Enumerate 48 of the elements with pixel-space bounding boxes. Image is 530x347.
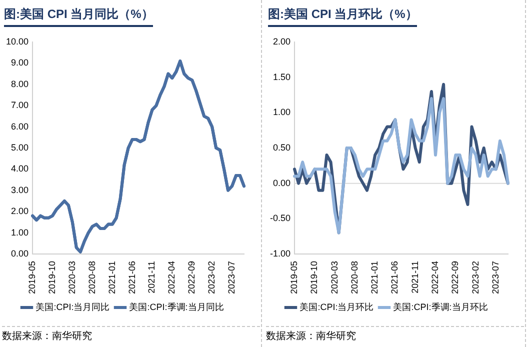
x-tick-label: 2021-11 (410, 260, 420, 294)
y-tick-label: 1.50 (272, 72, 291, 82)
source-note: 数据来源：南华研究 (2, 326, 260, 343)
x-tick-label: 2023-02 (206, 260, 217, 294)
y-tick-label: 0.00 (10, 248, 29, 258)
x-tick-label: 2020-03 (329, 260, 340, 294)
x-tick-label: 2021-01 (106, 260, 117, 294)
y-tick-label: 5.00 (10, 142, 29, 152)
legend-label: 美国:CPI:季调:当月环比 (393, 302, 488, 312)
y-tick-label: 2.00 (10, 206, 29, 216)
y-tick-label: 0.00 (272, 178, 291, 188)
x-tick-label: 2020-03 (66, 260, 77, 294)
y-tick-label: 7.00 (10, 100, 29, 110)
y-tick-label: -1.00 (270, 248, 291, 258)
x-tick-label: 2022-09 (186, 260, 197, 294)
y-tick-label: 2.00 (272, 36, 291, 46)
y-tick-label: 9.00 (10, 58, 29, 68)
x-tick-label: 2023-02 (470, 260, 480, 294)
x-tick-label: 2021-06 (390, 260, 400, 294)
x-tick-label: 2023-07 (490, 260, 500, 294)
chart-title: 图:美国 CPI 当月同比（%） (4, 6, 154, 27)
legend-label: 美国:CPI:当月同比 (36, 302, 110, 312)
source-note: 数据来源：南华研究 (266, 326, 524, 343)
x-tick-label: 2022-09 (450, 260, 460, 294)
y-tick-label: 8.00 (10, 78, 29, 89)
x-tick-label: 2022-04 (430, 260, 440, 294)
x-tick-label: 2022-04 (166, 260, 177, 294)
legend-label: 美国:CPI:季调:当月同比 (129, 302, 224, 312)
x-tick-label: 2023-07 (226, 260, 237, 294)
x-tick-label: 2019-05 (289, 260, 299, 294)
x-tick-label: 2019-05 (27, 260, 38, 294)
y-tick-label: 4.00 (10, 164, 29, 174)
y-tick-label: 0.50 (272, 142, 291, 152)
legend-label: 美国:CPI:当月环比 (300, 302, 374, 312)
x-tick-label: 2020-08 (349, 260, 360, 294)
y-tick-label: 3.00 (10, 184, 29, 195)
y-tick-label: 1.00 (10, 227, 29, 238)
x-tick-label: 2019-10 (46, 260, 57, 294)
y-tick-label: 1.00 (272, 107, 291, 118)
x-tick-label: 2021-11 (146, 260, 157, 294)
x-tick-label: 2021-06 (126, 260, 137, 294)
y-tick-label: 10.00 (6, 36, 29, 46)
chart-title: 图:美国 CPI 当月环比（%） (268, 6, 418, 27)
x-tick-label: 2020-08 (86, 260, 97, 294)
y-tick-label: 6.00 (10, 121, 29, 132)
y-tick-label: -0.50 (270, 213, 291, 224)
x-tick-label: 2019-10 (309, 260, 320, 294)
x-tick-label: 2021-01 (370, 260, 380, 294)
